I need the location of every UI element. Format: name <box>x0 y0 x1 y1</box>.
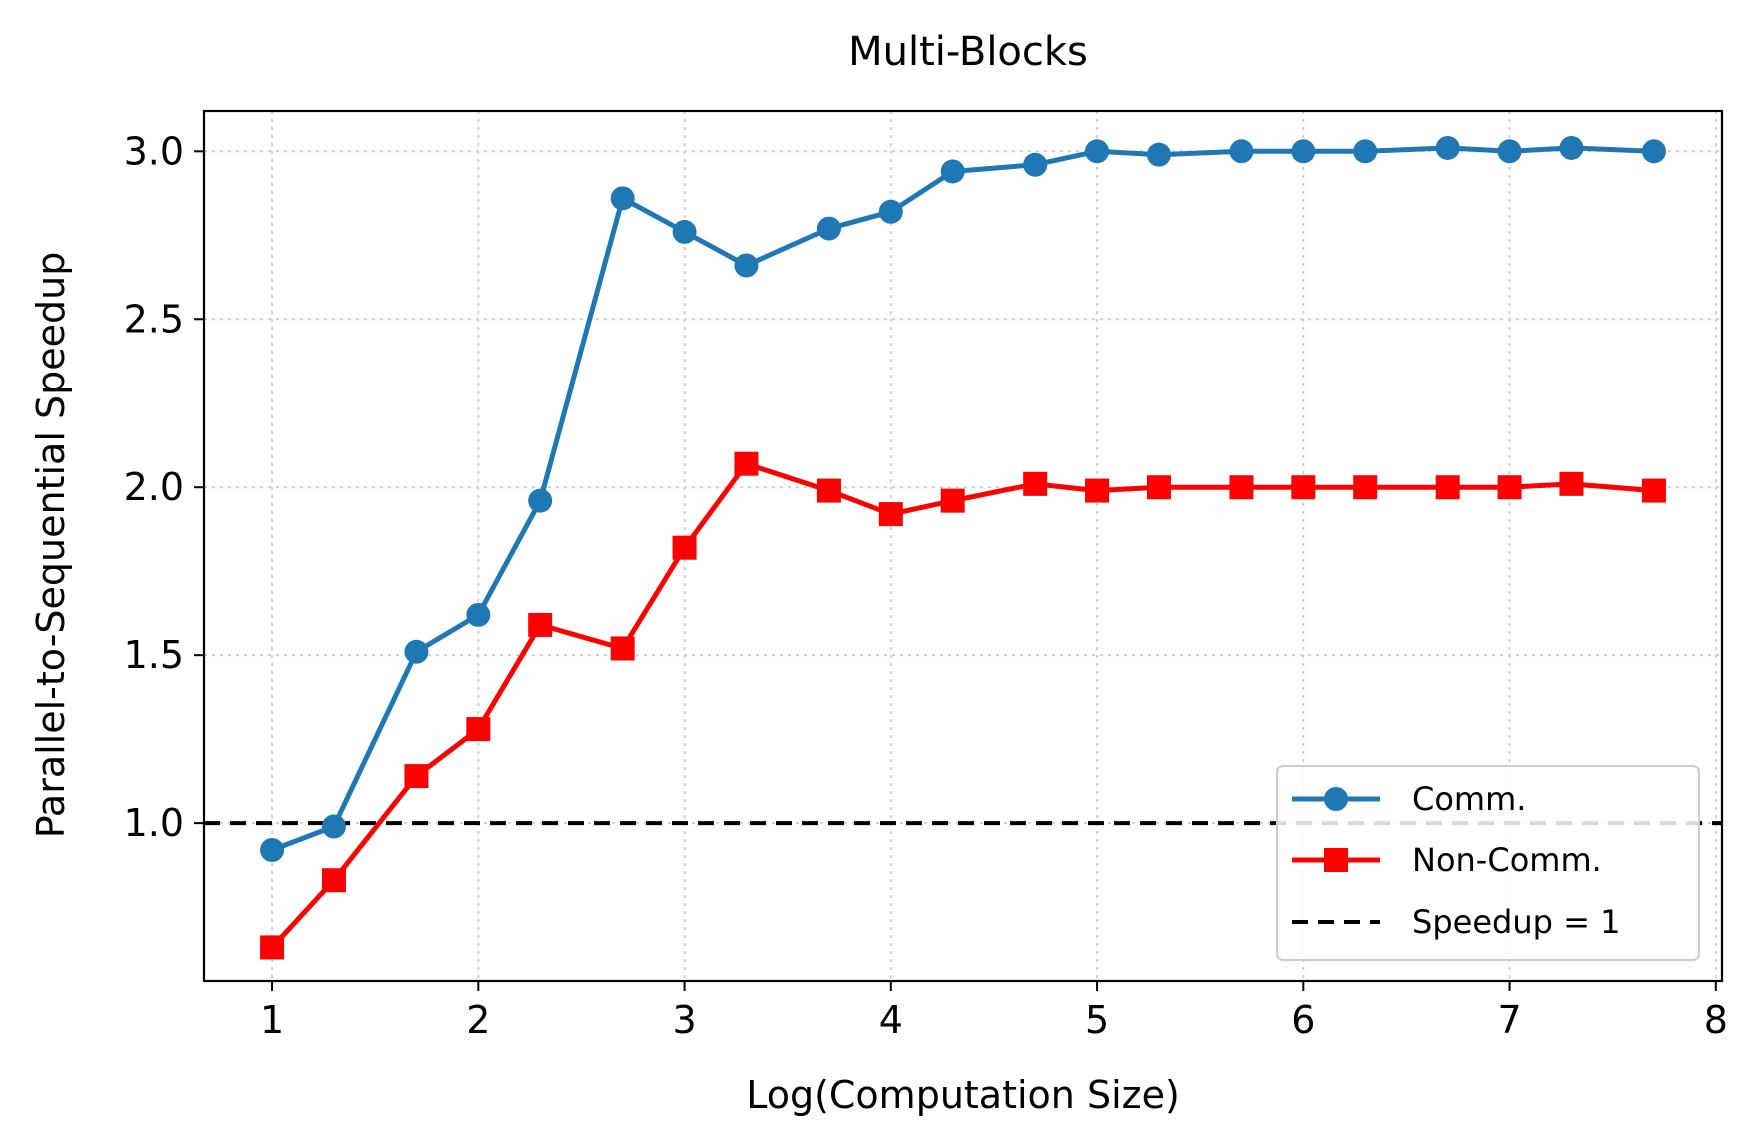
data-point-noncomm <box>1291 475 1316 500</box>
data-point-noncomm <box>1229 475 1254 500</box>
plot-area-frame <box>202 109 1724 983</box>
data-point-noncomm <box>404 764 429 789</box>
y-tick-label: 1.0 <box>124 801 184 845</box>
data-point-noncomm <box>466 717 491 742</box>
legend-noncomm-label: Non-Comm. <box>1412 841 1602 879</box>
data-point-noncomm <box>1435 475 1460 500</box>
data-point-noncomm <box>940 488 965 513</box>
y-tick-label: 3.0 <box>124 129 184 173</box>
chart-title: Multi-Blocks <box>848 29 1088 75</box>
data-point-comm <box>1497 139 1522 164</box>
y-axis-label: Parallel-to-Sequential Speedup <box>29 252 73 839</box>
x-axis-ticks: 1 2 3 4 5 6 7 8 <box>260 981 1728 1042</box>
legend-comm-marker <box>1324 787 1348 811</box>
x-axis-label: Log(Computation Size) <box>746 1073 1180 1117</box>
data-point-comm <box>1435 135 1460 160</box>
x-tick-label: 2 <box>466 998 490 1042</box>
data-point-comm <box>1023 152 1048 177</box>
legend-speedup-label: Speedup = 1 <box>1412 903 1620 941</box>
data-point-noncomm <box>1641 478 1666 503</box>
data-point-noncomm <box>816 478 841 503</box>
data-point-comm <box>1353 139 1378 164</box>
data-point-noncomm <box>1497 475 1522 500</box>
data-point-noncomm <box>321 868 346 893</box>
data-point-comm <box>1229 139 1254 164</box>
series-layer <box>260 135 1666 960</box>
data-point-comm <box>1291 139 1316 164</box>
y-tick-label: 2.0 <box>124 465 184 509</box>
data-point-noncomm <box>1146 475 1171 500</box>
y-axis-ticks: 1.0 1.5 2.0 2.5 3.0 <box>124 129 204 845</box>
x-tick-label: 1 <box>260 998 284 1042</box>
data-point-noncomm <box>1085 478 1110 503</box>
data-point-comm <box>1559 135 1584 160</box>
x-tick-label: 5 <box>1085 998 1109 1042</box>
data-point-comm <box>260 837 285 862</box>
data-point-noncomm <box>528 612 553 637</box>
data-point-comm <box>321 814 346 839</box>
data-point-comm <box>672 219 697 244</box>
data-point-noncomm <box>878 502 903 527</box>
data-point-comm <box>528 488 553 513</box>
data-point-noncomm <box>260 935 285 960</box>
data-point-comm <box>466 602 491 627</box>
data-point-comm <box>878 199 903 224</box>
x-tick-label: 3 <box>672 998 696 1042</box>
data-point-comm <box>610 186 635 211</box>
legend: Comm. Non-Comm. Speedup = 1 <box>1276 765 1700 961</box>
legend-noncomm-marker <box>1324 848 1348 872</box>
data-point-comm <box>816 216 841 241</box>
data-point-comm <box>1146 142 1171 167</box>
data-point-noncomm <box>672 535 697 560</box>
data-point-comm <box>1641 139 1666 164</box>
x-tick-label: 8 <box>1704 998 1728 1042</box>
data-point-comm <box>940 159 965 184</box>
data-point-noncomm <box>1353 475 1378 500</box>
y-tick-label: 1.5 <box>124 633 184 677</box>
y-tick-label: 2.5 <box>124 297 184 341</box>
data-point-noncomm <box>734 451 759 476</box>
data-point-noncomm <box>1023 471 1048 496</box>
data-point-comm <box>734 253 759 278</box>
data-point-noncomm <box>1559 471 1584 496</box>
x-tick-label: 4 <box>879 998 903 1042</box>
data-point-comm <box>404 639 429 664</box>
legend-box <box>1276 765 1700 961</box>
x-tick-label: 6 <box>1291 998 1315 1042</box>
data-point-comm <box>1085 139 1110 164</box>
legend-comm-label: Comm. <box>1412 780 1526 818</box>
x-tick-label: 7 <box>1497 998 1521 1042</box>
data-point-noncomm <box>610 636 635 661</box>
